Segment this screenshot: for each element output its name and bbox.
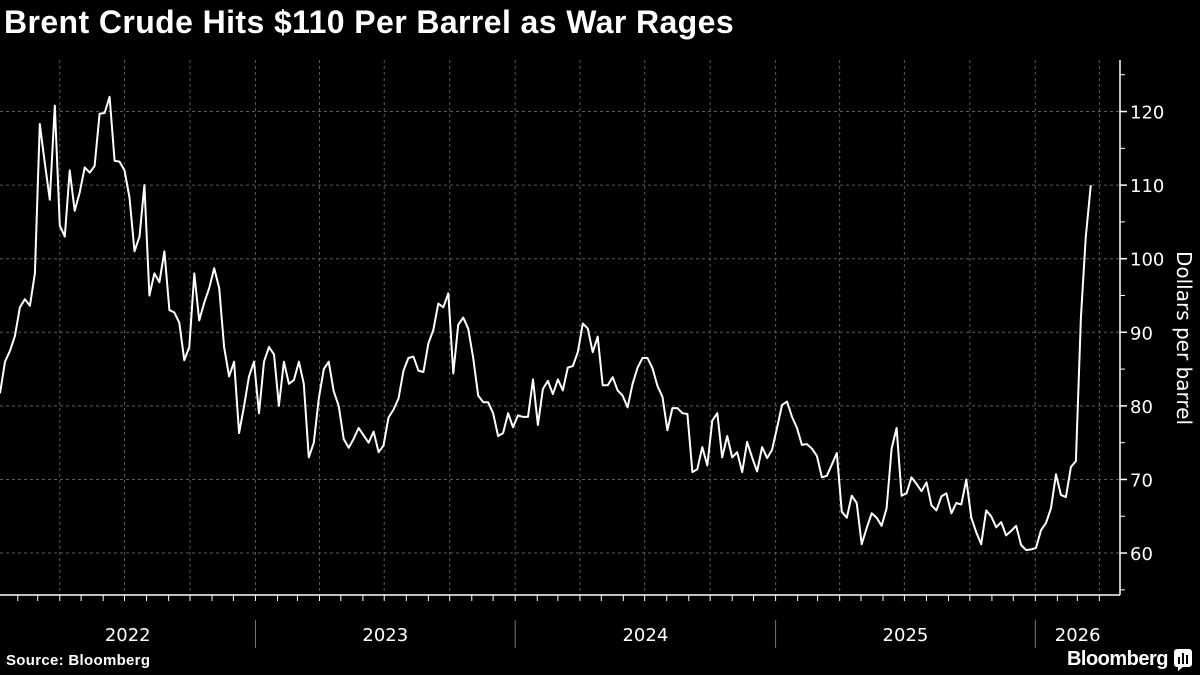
x-axis: 2022 2023 2024 2025 2026: [0, 594, 1120, 648]
y-tick-label: 70: [1130, 470, 1153, 491]
y-axis: 60 70 80 90 100 110 120: [1119, 60, 1164, 595]
bloomberg-terminal-icon: [1174, 648, 1192, 671]
x-year-label: 2026: [1055, 625, 1101, 646]
gridlines: [0, 60, 1120, 595]
y-axis-label: Dollars per barrel: [1172, 251, 1196, 425]
x-year-label: 2023: [362, 625, 408, 646]
y-tick-label: 110: [1130, 176, 1164, 197]
chart-title: Brent Crude Hits $110 Per Barrel as War …: [4, 4, 735, 40]
series-line-brent: [0, 95, 1092, 552]
y-tick-label: 90: [1130, 323, 1153, 344]
y-tick-label: 100: [1130, 250, 1164, 271]
x-year-label: 2024: [622, 625, 668, 646]
source-note: Source: Bloomberg: [6, 652, 151, 669]
bloomberg-logo: Bloomberg: [1067, 648, 1192, 671]
y-tick-label: 60: [1130, 544, 1153, 565]
x-year-label: 2025: [883, 625, 929, 646]
y-tick-label: 120: [1130, 103, 1164, 124]
y-tick-label: 80: [1130, 397, 1153, 418]
brand-name: Bloomberg: [1066, 648, 1169, 670]
x-year-label: 2022: [105, 625, 151, 646]
